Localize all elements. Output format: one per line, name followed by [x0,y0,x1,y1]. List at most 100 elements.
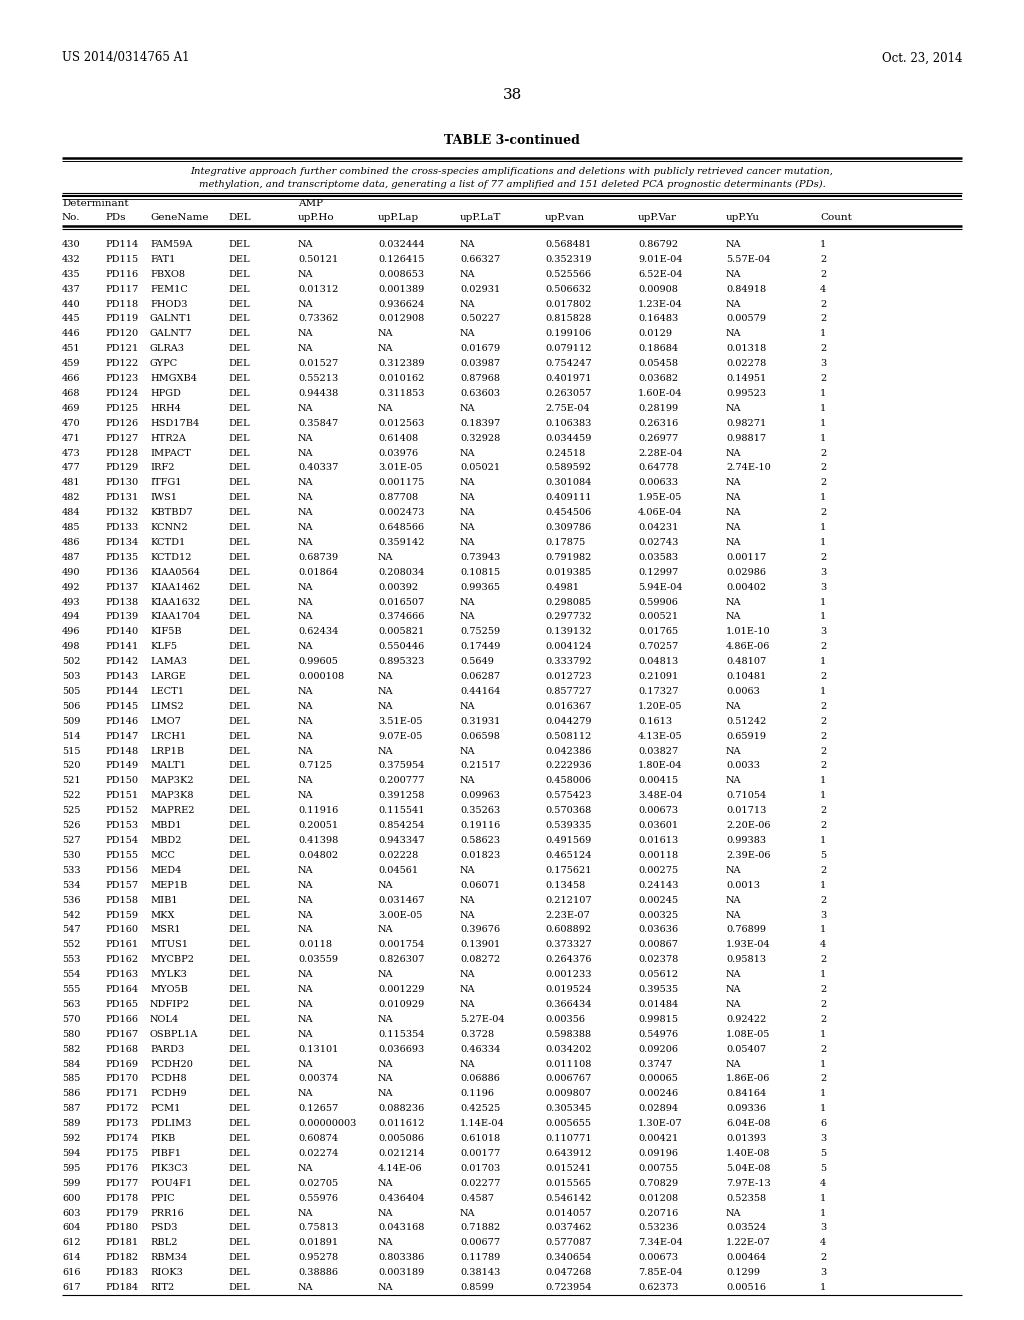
Text: 2: 2 [820,895,826,904]
Text: 2: 2 [820,866,826,875]
Text: 506: 506 [62,702,80,711]
Text: 0.019524: 0.019524 [545,985,592,994]
Text: 0.26316: 0.26316 [638,418,678,428]
Text: 496: 496 [62,627,81,636]
Text: 4.14E-06: 4.14E-06 [378,1164,423,1173]
Text: 498: 498 [62,643,81,651]
Text: 0.7125: 0.7125 [298,762,332,771]
Text: 0.84918: 0.84918 [726,285,766,293]
Text: PD118: PD118 [105,300,138,309]
Text: 0.04561: 0.04561 [378,866,418,875]
Text: 0.50121: 0.50121 [298,255,338,264]
Text: NA: NA [298,449,313,458]
Text: PD155: PD155 [105,851,138,859]
Text: PD148: PD148 [105,747,138,755]
Text: PRR16: PRR16 [150,1209,183,1217]
Text: 2.28E-04: 2.28E-04 [638,449,683,458]
Text: IRF2: IRF2 [150,463,174,473]
Text: 6: 6 [820,1119,826,1129]
Text: LMO7: LMO7 [150,717,181,726]
Text: 0.73943: 0.73943 [460,553,501,562]
Text: 0.00117: 0.00117 [726,553,766,562]
Text: 0.222936: 0.222936 [545,762,592,771]
Text: 0.02274: 0.02274 [298,1148,338,1158]
Text: 0.036693: 0.036693 [378,1044,424,1053]
Text: 0.826307: 0.826307 [378,956,424,964]
Text: NA: NA [726,1209,741,1217]
Text: 0.200777: 0.200777 [378,776,425,785]
Text: PIBF1: PIBF1 [150,1148,181,1158]
Text: 0.24518: 0.24518 [545,449,586,458]
Text: 5: 5 [820,851,826,859]
Text: 0.06886: 0.06886 [460,1074,500,1084]
Text: PD128: PD128 [105,449,138,458]
Text: 0.01527: 0.01527 [298,359,338,368]
Text: 0.00000003: 0.00000003 [298,1119,356,1129]
Text: MIB1: MIB1 [150,895,177,904]
Text: MTUS1: MTUS1 [150,940,188,949]
Text: 0.01613: 0.01613 [638,836,678,845]
Text: 0.01393: 0.01393 [726,1134,766,1143]
Text: 3: 3 [820,911,826,920]
Text: GYPC: GYPC [150,359,178,368]
Text: 0.16483: 0.16483 [638,314,678,323]
Text: DEL: DEL [228,776,250,785]
Text: NA: NA [298,523,313,532]
Text: 0.01891: 0.01891 [298,1238,338,1247]
Text: 603: 603 [62,1209,81,1217]
Text: 0.034202: 0.034202 [545,1044,592,1053]
Text: 1.30E-07: 1.30E-07 [638,1119,683,1129]
Text: 477: 477 [62,463,81,473]
Text: 3: 3 [820,359,826,368]
Text: HSD17B4: HSD17B4 [150,418,200,428]
Text: PD172: PD172 [105,1105,138,1113]
Text: DEL: DEL [228,686,250,696]
Text: upP.Ho: upP.Ho [298,214,335,223]
Text: DEL: DEL [228,374,250,383]
Text: 0.264376: 0.264376 [545,956,592,964]
Text: 4: 4 [820,940,826,949]
Text: 505: 505 [62,686,80,696]
Text: NA: NA [378,970,393,979]
Text: 0.61408: 0.61408 [378,434,418,442]
Text: NA: NA [298,686,313,696]
Text: 0.126415: 0.126415 [378,255,425,264]
Text: PD164: PD164 [105,985,138,994]
Text: 0.05407: 0.05407 [726,1044,766,1053]
Text: NA: NA [460,494,475,503]
Text: 0.042386: 0.042386 [545,747,592,755]
Text: 0.297732: 0.297732 [545,612,592,622]
Text: 0.00246: 0.00246 [638,1089,678,1098]
Text: PD120: PD120 [105,330,138,338]
Text: 0.016507: 0.016507 [378,598,424,607]
Text: DEL: DEL [228,1134,250,1143]
Text: 0.936624: 0.936624 [378,300,424,309]
Text: HPGD: HPGD [150,389,181,397]
Text: DEL: DEL [228,762,250,771]
Text: PD116: PD116 [105,269,138,279]
Text: 1.20E-05: 1.20E-05 [638,702,683,711]
Text: 1: 1 [820,1105,826,1113]
Text: 7.85E-04: 7.85E-04 [638,1269,683,1278]
Text: 563: 563 [62,1001,81,1008]
Text: 0.38886: 0.38886 [298,1269,338,1278]
Text: DEL: DEL [228,807,250,816]
Text: 0.64778: 0.64778 [638,463,678,473]
Text: 0.70257: 0.70257 [638,643,678,651]
Text: NA: NA [460,240,475,249]
Text: DEL: DEL [228,970,250,979]
Text: 0.006767: 0.006767 [545,1074,591,1084]
Text: 0.00325: 0.00325 [638,911,678,920]
Text: 2.75E-04: 2.75E-04 [545,404,590,413]
Text: PD176: PD176 [105,1164,138,1173]
Text: 0.02986: 0.02986 [726,568,766,577]
Text: 0.491569: 0.491569 [545,836,591,845]
Text: 2: 2 [820,449,826,458]
Text: DEL: DEL [228,285,250,293]
Text: 9.01E-04: 9.01E-04 [638,255,683,264]
Text: NA: NA [726,776,741,785]
Text: 0.539335: 0.539335 [545,821,592,830]
Text: 614: 614 [62,1253,81,1262]
Text: 2: 2 [820,1253,826,1262]
Text: 4.13E-05: 4.13E-05 [638,731,683,741]
